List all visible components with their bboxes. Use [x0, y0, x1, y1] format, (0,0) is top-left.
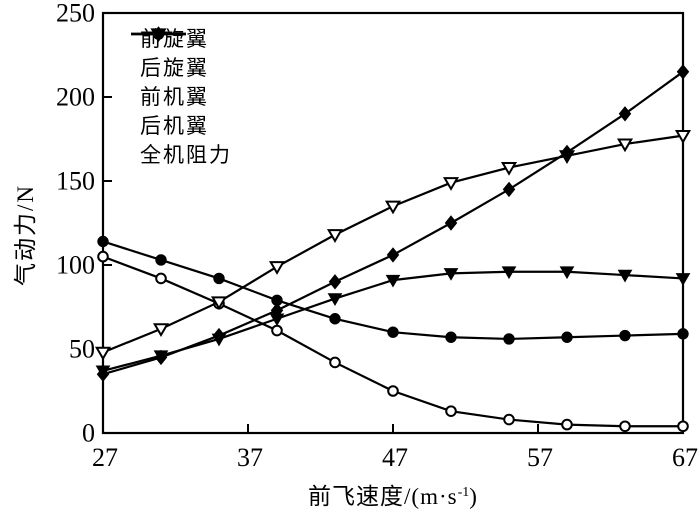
- marker-front-rotor: [155, 272, 167, 285]
- marker-front-wing: [210, 296, 228, 311]
- marker-front-rotor: [271, 324, 283, 337]
- legend-item-rear-rotor: 后旋翼: [130, 28, 232, 83]
- marker-rear-rotor: [213, 272, 225, 285]
- plot-border: [101, 11, 685, 435]
- y-axis-label-text: 气动力/N: [13, 184, 38, 286]
- marker-front-rotor: [329, 356, 341, 369]
- x-axis-label: 前飞速度/(m·s-1): [103, 477, 683, 509]
- marker-front-wing: [152, 323, 170, 338]
- marker-rear-wing: [385, 274, 401, 288]
- marker-total-drag: [386, 247, 400, 263]
- marker-front-wing: [268, 261, 286, 275]
- marker-front-wing: [384, 200, 402, 215]
- marker-rear-rotor: [97, 235, 109, 248]
- marker-front-wing: [500, 161, 518, 176]
- marker-rear-rotor: [619, 329, 631, 342]
- legend-label-rear-wing: 后机翼: [140, 114, 209, 138]
- marker-total-drag: [502, 181, 516, 198]
- marker-rear-rotor: [387, 326, 399, 338]
- marker-front-wing: [442, 177, 460, 191]
- marker-total-drag: [270, 302, 284, 319]
- y-tick-label-150: 150: [56, 167, 95, 196]
- x-tick-label-27: 27: [92, 443, 118, 472]
- x-tick-label-67: 67: [672, 443, 698, 472]
- marker-total-drag: [618, 106, 632, 122]
- marker-rear-rotor: [445, 331, 457, 343]
- x-tick-label-57: 57: [527, 443, 553, 472]
- marker-total-drag: [444, 215, 458, 231]
- marker-rear-rotor: [561, 331, 573, 343]
- x-tick-label-47: 47: [382, 443, 408, 472]
- marker-rear-wing: [501, 266, 517, 280]
- y-axis-label: 气动力/N: [6, 143, 38, 327]
- marker-front-rotor: [97, 250, 109, 263]
- marker-rear-rotor: [677, 328, 689, 340]
- marker-total-drag: [676, 64, 690, 80]
- marker-rear-wing: [443, 268, 459, 281]
- legend-label-front-wing: 前机翼: [140, 85, 209, 109]
- marker-rear-rotor: [329, 313, 341, 325]
- marker-total-drag: [154, 349, 168, 366]
- marker-total-drag: [328, 274, 342, 290]
- marker-front-rotor: [503, 413, 515, 426]
- y-tick-label-0: 0: [82, 419, 95, 448]
- diamond-filled-legend-icon: [131, 26, 186, 42]
- marker-front-wing: [94, 346, 112, 361]
- marker-total-drag: [212, 327, 226, 344]
- marker-rear-rotor: [155, 254, 167, 266]
- marker-front-rotor: [387, 385, 399, 397]
- legend-marker-total-drag: [152, 26, 165, 42]
- marker-front-rotor: [619, 420, 631, 433]
- x-tick-label-37: 37: [237, 443, 263, 472]
- x-axis-label-close-paren: ): [469, 484, 478, 509]
- legend-label-rear-rotor: 后旋翼: [140, 56, 209, 80]
- y-tick-label-100: 100: [56, 251, 95, 280]
- legend-item-total-drag: 全机阻力: [130, 26, 232, 170]
- marker-total-drag: [560, 144, 574, 161]
- marker-front-wing: [674, 130, 692, 144]
- marker-rear-wing: [559, 266, 575, 280]
- x-axis-label-text: 前飞速度/(m·s: [308, 484, 458, 509]
- y-tick-label-250: 250: [56, 0, 95, 28]
- x-axis-label-superscript: -1: [457, 485, 470, 500]
- marker-rear-wing: [675, 273, 691, 286]
- marker-rear-rotor: [503, 333, 515, 345]
- legend-item-rear-wing: 后机翼: [130, 28, 232, 141]
- marker-front-rotor: [677, 420, 689, 433]
- marker-rear-wing: [327, 293, 343, 306]
- legend-label-total-drag: 全机阻力: [140, 143, 232, 167]
- marker-total-drag: [96, 366, 110, 382]
- marker-front-rotor: [561, 418, 573, 431]
- y-tick-label-200: 200: [56, 83, 95, 112]
- marker-rear-wing: [617, 269, 633, 283]
- marker-front-wing: [616, 138, 634, 153]
- legend: 前旋翼 后旋翼 前机翼 后机翼 全机阻力: [130, 25, 232, 170]
- legend-item-front-wing: 前机翼: [130, 28, 232, 112]
- y-tick-label-50: 50: [69, 335, 95, 364]
- marker-front-wing: [326, 229, 344, 243]
- marker-front-rotor: [445, 405, 457, 417]
